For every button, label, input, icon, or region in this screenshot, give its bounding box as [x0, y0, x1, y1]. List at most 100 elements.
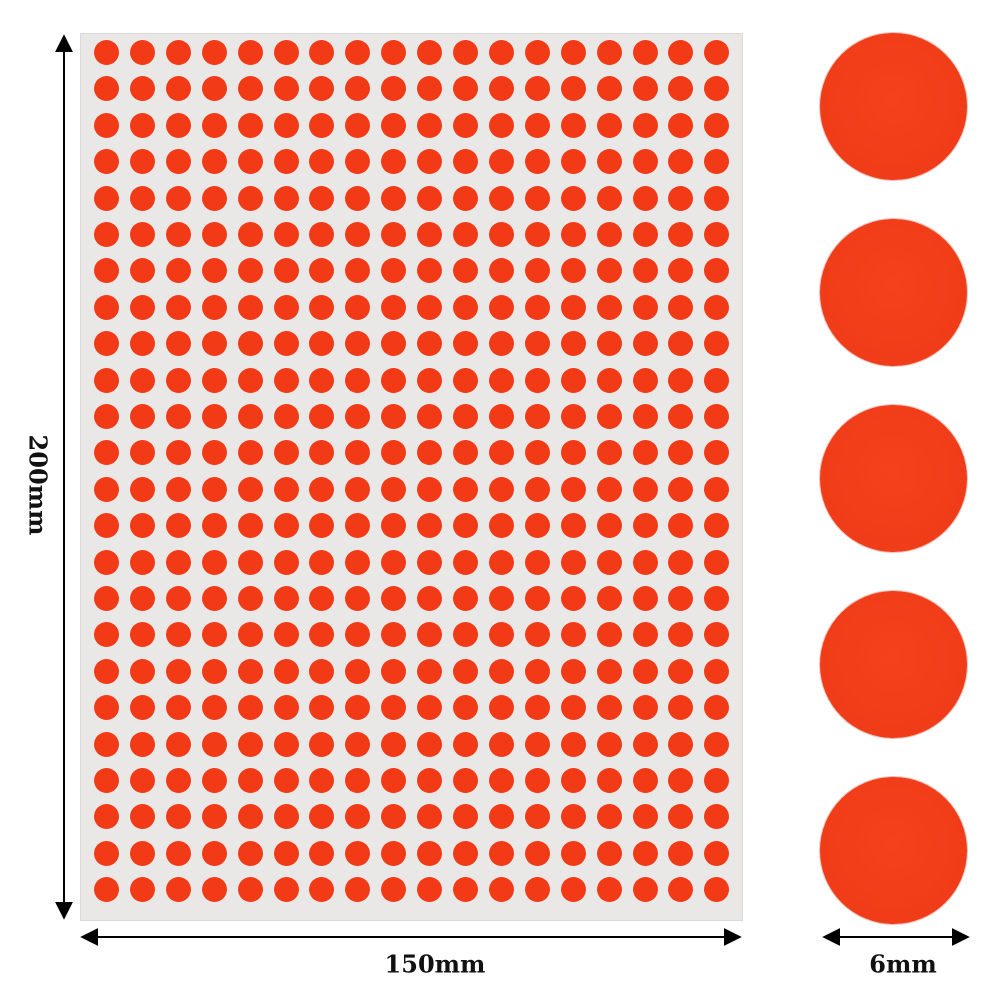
sticker-dot	[453, 549, 478, 575]
sticker-dot	[668, 513, 694, 539]
sticker-dot	[704, 367, 730, 393]
sticker-dot	[129, 731, 155, 757]
sticker-dot	[273, 76, 299, 102]
sticker-dot	[488, 658, 514, 684]
detail-dot-2	[820, 219, 967, 366]
sticker-dot	[273, 331, 299, 357]
sticker-dot	[345, 76, 371, 102]
sticker-dot	[273, 40, 299, 65]
sticker-dot	[596, 331, 622, 357]
height-label: 200mm	[23, 434, 53, 536]
sticker-dot	[632, 513, 658, 539]
sticker-sheet	[80, 33, 743, 921]
sticker-dot	[201, 258, 227, 284]
sticker-dot	[524, 877, 550, 903]
sticker-dot	[632, 440, 658, 466]
sticker-dot	[237, 294, 263, 320]
sticker-dot	[704, 586, 730, 611]
sticker-dot	[273, 877, 299, 903]
sticker-dot	[345, 112, 371, 138]
sticker-dot	[417, 549, 443, 575]
sticker-dot	[453, 367, 478, 393]
sticker-dot	[129, 513, 155, 539]
sticker-dot	[668, 440, 694, 466]
sticker-dot	[596, 586, 622, 611]
sticker-dot	[596, 294, 622, 320]
sticker-dot	[273, 513, 299, 539]
sticker-dot	[165, 804, 191, 830]
sticker-dot	[273, 404, 299, 429]
sticker-dot	[417, 112, 443, 138]
sticker-dot	[417, 622, 443, 648]
sticker-dot	[632, 768, 658, 793]
sticker-dot	[345, 731, 371, 757]
sticker-dot	[417, 258, 443, 284]
sticker-dot	[94, 513, 119, 539]
sticker-dot	[201, 476, 227, 502]
sticker-dot	[488, 294, 514, 320]
sticker-dot	[381, 513, 407, 539]
sticker-dot	[488, 185, 514, 211]
sticker-dot	[345, 258, 371, 284]
sticker-dot	[668, 76, 694, 102]
sticker-dot	[165, 40, 191, 65]
sticker-dot	[273, 112, 299, 138]
sticker-dot	[165, 731, 191, 757]
sticker-dot	[201, 331, 227, 357]
sticker-dot	[309, 367, 335, 393]
sticker-dot	[488, 404, 514, 429]
sticker-dot	[668, 658, 694, 684]
sticker-dot	[237, 185, 263, 211]
sticker-dot	[524, 112, 550, 138]
sticker-dot	[201, 622, 227, 648]
sticker-dot	[129, 294, 155, 320]
sticker-dot	[488, 840, 514, 866]
sticker-dot	[273, 768, 299, 793]
width-label: 150mm	[384, 949, 486, 979]
sticker-dot	[94, 695, 119, 721]
sticker-dot	[704, 76, 730, 102]
sticker-dot	[237, 440, 263, 466]
sticker-dot	[596, 222, 622, 247]
sticker-dot	[94, 804, 119, 830]
sticker-dot	[704, 622, 730, 648]
sticker-dot	[704, 840, 730, 866]
sticker-dot	[309, 112, 335, 138]
sticker-dot	[560, 331, 586, 357]
sticker-dot	[94, 258, 119, 284]
sticker-dot	[488, 331, 514, 357]
sticker-dot	[273, 367, 299, 393]
sticker-dot	[237, 476, 263, 502]
sticker-dot	[201, 440, 227, 466]
sticker-dot	[596, 731, 622, 757]
sticker-dot	[273, 731, 299, 757]
sticker-dot	[381, 877, 407, 903]
sticker-dot	[453, 731, 478, 757]
sticker-dot	[488, 586, 514, 611]
sticker-dot	[129, 222, 155, 247]
sticker-dot	[129, 549, 155, 575]
sticker-dot	[345, 404, 371, 429]
sticker-dot	[309, 476, 335, 502]
sticker-dot	[345, 695, 371, 721]
sticker-dot	[165, 695, 191, 721]
sticker-dot	[273, 222, 299, 247]
sticker-dot	[129, 804, 155, 830]
sticker-dot	[632, 549, 658, 575]
sticker-dot	[560, 840, 586, 866]
sticker-dot	[560, 622, 586, 648]
sticker-dot	[165, 367, 191, 393]
sticker-dot	[524, 586, 550, 611]
sticker-dot	[417, 804, 443, 830]
sticker-dot	[237, 804, 263, 830]
sticker-dot	[345, 513, 371, 539]
sticker-dot	[632, 840, 658, 866]
sticker-dot	[201, 149, 227, 175]
sticker-dot	[237, 695, 263, 721]
sticker-dot	[453, 877, 478, 903]
sticker-dot	[632, 731, 658, 757]
sticker-dot	[704, 695, 730, 721]
sticker-dot	[309, 440, 335, 466]
sticker-dot	[273, 549, 299, 575]
sticker-dot	[596, 112, 622, 138]
